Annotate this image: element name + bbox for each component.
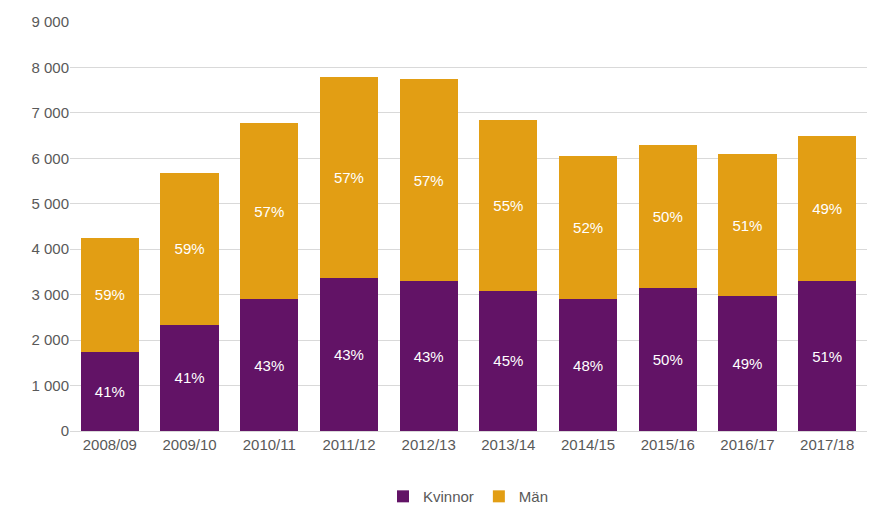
svg-text:7 000: 7 000 bbox=[31, 104, 69, 121]
svg-text:4 000: 4 000 bbox=[31, 240, 69, 257]
svg-text:9 000: 9 000 bbox=[31, 13, 69, 30]
svg-text:59%: 59% bbox=[95, 286, 125, 303]
svg-text:41%: 41% bbox=[175, 369, 205, 386]
svg-text:43%: 43% bbox=[254, 357, 284, 374]
svg-text:45%: 45% bbox=[493, 352, 523, 369]
svg-text:2008/09: 2008/09 bbox=[83, 436, 137, 453]
svg-text:1 000: 1 000 bbox=[31, 377, 69, 394]
svg-text:2009/10: 2009/10 bbox=[162, 436, 216, 453]
svg-text:49%: 49% bbox=[732, 355, 762, 372]
svg-text:41%: 41% bbox=[95, 383, 125, 400]
svg-text:0: 0 bbox=[61, 422, 69, 439]
svg-text:50%: 50% bbox=[653, 208, 683, 225]
svg-text:51%: 51% bbox=[732, 217, 762, 234]
svg-text:3 000: 3 000 bbox=[31, 286, 69, 303]
svg-text:43%: 43% bbox=[414, 348, 444, 365]
svg-text:2012/13: 2012/13 bbox=[402, 436, 456, 453]
svg-text:49%: 49% bbox=[812, 200, 842, 217]
svg-text:55%: 55% bbox=[493, 197, 523, 214]
svg-text:2 000: 2 000 bbox=[31, 331, 69, 348]
svg-text:2017/18: 2017/18 bbox=[800, 436, 854, 453]
svg-text:2010/11: 2010/11 bbox=[243, 436, 296, 453]
svg-text:6 000: 6 000 bbox=[31, 150, 69, 167]
svg-text:48%: 48% bbox=[573, 357, 603, 374]
svg-text:2016/17: 2016/17 bbox=[720, 436, 774, 453]
svg-text:52%: 52% bbox=[573, 219, 603, 236]
svg-text:5 000: 5 000 bbox=[31, 195, 69, 212]
svg-text:59%: 59% bbox=[175, 240, 205, 257]
svg-text:Män: Män bbox=[519, 488, 548, 505]
svg-text:50%: 50% bbox=[653, 351, 683, 368]
svg-text:Kvinnor: Kvinnor bbox=[423, 488, 474, 505]
svg-text:2015/16: 2015/16 bbox=[641, 436, 695, 453]
svg-text:2014/15: 2014/15 bbox=[561, 436, 615, 453]
svg-text:2011/12: 2011/12 bbox=[322, 436, 375, 453]
svg-text:51%: 51% bbox=[812, 348, 842, 365]
svg-text:57%: 57% bbox=[414, 172, 444, 189]
svg-text:57%: 57% bbox=[334, 169, 364, 186]
svg-text:8 000: 8 000 bbox=[31, 59, 69, 76]
svg-text:43%: 43% bbox=[334, 346, 364, 363]
svg-text:57%: 57% bbox=[254, 203, 284, 220]
svg-text:2013/14: 2013/14 bbox=[481, 436, 535, 453]
